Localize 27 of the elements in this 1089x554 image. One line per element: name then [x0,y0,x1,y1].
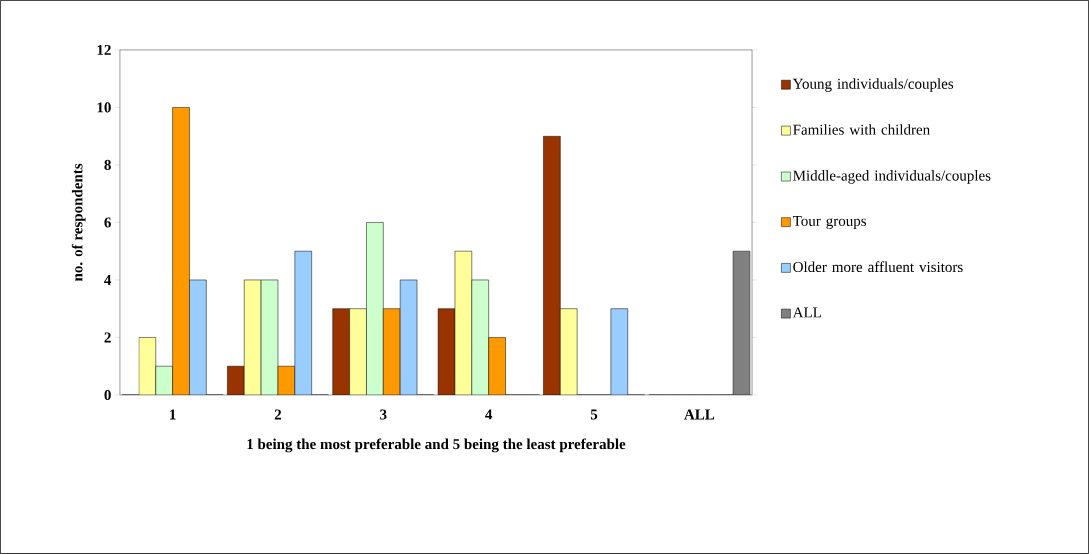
x-axis-title: 1 being the most preferable and 5 being the least preferable [247,438,626,453]
bar [560,308,578,396]
y-tick-label: 12 [97,44,111,55]
y-tick-label: 8 [104,159,111,171]
bar [294,251,312,396]
x-tick-label: 2 [274,409,282,420]
bar [349,308,367,396]
x-tick-label: ALL [684,409,715,420]
legend-label: Older more affluent visitors [793,261,963,273]
bar [471,279,489,396]
y-axis-title: no. of respondents [71,163,86,282]
y-tick-label: 6 [104,217,111,228]
x-tick-label: 4 [485,409,493,420]
legend-label: Tour groups [792,216,867,230]
x-tick-label: 3 [380,409,387,420]
legend-label: Young individuals/couples [792,78,954,92]
y-tick-label: 10 [97,102,111,113]
x-tick-label: 1 [170,409,176,420]
y-tick-label: 2 [104,332,111,343]
legend-label: Middle-aged individuals/couples [793,170,991,184]
y-tick-label: 0 [104,389,111,401]
y-tick-label: 4 [104,275,112,285]
legend-label: ALL [792,307,821,318]
legend-label: Families with children [793,124,930,135]
bar [189,279,207,396]
x-tick-label: 5 [590,409,598,420]
bar [366,222,384,396]
